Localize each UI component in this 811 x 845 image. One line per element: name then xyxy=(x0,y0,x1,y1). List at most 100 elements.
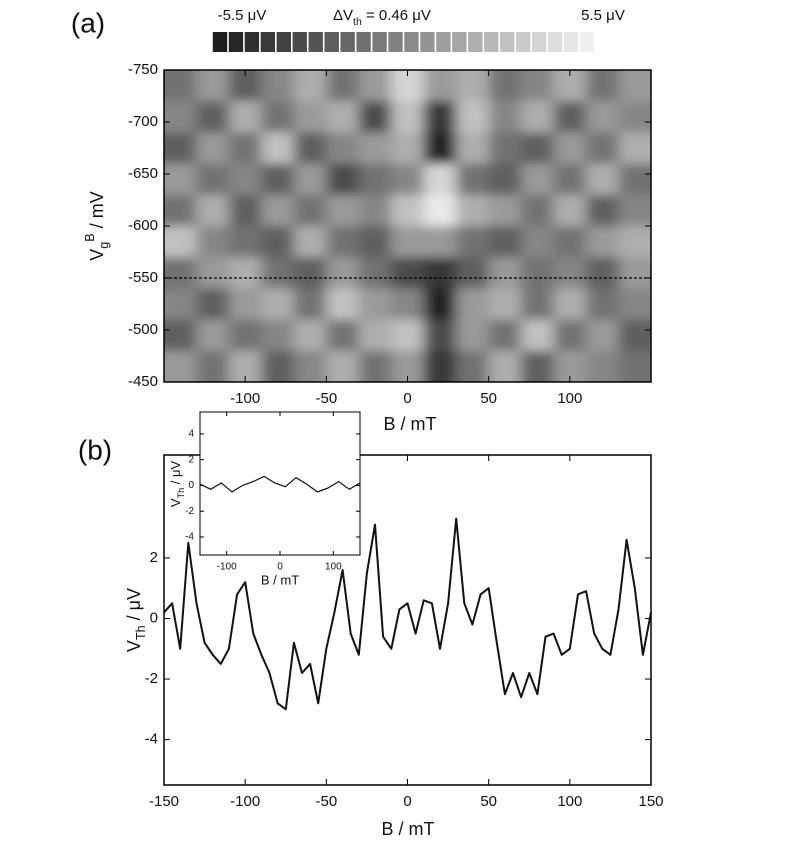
heatmap-cell xyxy=(261,194,295,227)
heatmap-cell xyxy=(358,350,392,382)
heatmap-cell xyxy=(423,350,457,382)
y-axis-label-part: Th xyxy=(176,488,186,499)
heatmap-cell xyxy=(553,319,587,352)
y-axis-label-part: V xyxy=(87,249,107,261)
heatmap-cell xyxy=(261,350,295,382)
colorbar-swatch xyxy=(228,32,244,52)
colorbar-swatch xyxy=(547,32,563,52)
heatmap-cell xyxy=(423,132,457,165)
heatmap-cell xyxy=(196,194,230,227)
heatmap-cell xyxy=(196,101,230,133)
colorbar-swatch xyxy=(260,32,276,52)
heatmap-cell xyxy=(326,132,360,165)
heatmap-cells xyxy=(164,70,651,382)
x-tick-label: 50 xyxy=(480,390,497,407)
heatmap-cell xyxy=(456,288,490,321)
heatmap-cell xyxy=(326,350,360,382)
colorbar-step-label: ΔVth = 0.46 μV xyxy=(333,7,431,28)
y-tick-label: -2 xyxy=(145,670,158,687)
y-tick-label: -500 xyxy=(128,321,158,338)
heatmap-cell xyxy=(164,288,197,321)
panel-label: (a) xyxy=(71,7,105,38)
y-axis-label-part: / μV xyxy=(124,588,144,625)
heatmap-cell xyxy=(164,350,197,382)
data-line xyxy=(163,517,652,711)
heatmap-cell xyxy=(326,319,360,352)
x-axis-label: B / mT xyxy=(384,414,437,434)
y-tick-label: -550 xyxy=(128,269,158,286)
inset-background xyxy=(200,412,360,555)
heatmap-cell xyxy=(391,163,425,196)
y-tick-label: -650 xyxy=(128,165,158,182)
heatmap-cell xyxy=(423,101,457,133)
colorbar-swatch xyxy=(244,32,260,52)
heatmap-cell xyxy=(196,257,230,289)
heatmap-cell xyxy=(488,194,522,227)
heatmap-cell xyxy=(196,70,230,102)
y-axis-label-part: g xyxy=(97,242,111,249)
colorbar-swatch xyxy=(276,32,291,52)
heatmap-cell xyxy=(228,319,262,352)
heatmap-cell xyxy=(586,288,620,321)
colorbar-swatch xyxy=(388,32,403,52)
colorbar-step-label-part: th xyxy=(353,16,362,28)
y-axis-label: VTh / μV xyxy=(168,461,186,508)
heatmap-cell xyxy=(228,194,262,227)
heatmap-cell xyxy=(358,70,392,102)
x-tick-label: 100 xyxy=(557,390,582,407)
x-tick-label: 100 xyxy=(325,562,342,573)
heatmap-cell xyxy=(618,101,651,133)
data-line xyxy=(199,475,361,493)
heatmap-cell xyxy=(618,194,651,227)
colorbar-max-label: 5.5 μV xyxy=(581,7,625,24)
colorbar-swatch xyxy=(531,32,547,52)
heatmap-cell xyxy=(228,350,262,382)
heatmap-cell xyxy=(358,101,392,133)
heatmap-cell xyxy=(228,288,262,321)
heatmap-cell xyxy=(228,226,262,258)
heatmap-cell xyxy=(293,319,327,352)
heatmap-cell xyxy=(521,226,555,258)
y-axis-label: VTh / μV xyxy=(124,588,149,652)
heatmap-cell xyxy=(164,194,197,227)
heatmap-cell xyxy=(423,319,457,352)
colorbar-swatch xyxy=(436,32,451,52)
x-tick-label: 0 xyxy=(277,562,283,573)
heatmap-cell xyxy=(521,194,555,227)
heatmap-cell xyxy=(553,132,587,165)
heatmap-cell xyxy=(456,194,490,227)
heatmap-cell xyxy=(618,226,651,258)
y-axis-label: VgB / mV xyxy=(83,191,111,260)
colorbar-swatch xyxy=(212,32,228,52)
heatmap-cell xyxy=(553,257,587,289)
heatmap-cell xyxy=(521,132,555,165)
heatmap-cell xyxy=(293,163,327,196)
heatmap-cell xyxy=(228,132,262,165)
heatmap-cell xyxy=(326,288,360,321)
heatmap-cell xyxy=(164,70,197,102)
heatmap-cell xyxy=(456,257,490,289)
heatmap-cell xyxy=(196,132,230,165)
x-tick-label: 100 xyxy=(557,793,582,810)
y-axis-label-part: B xyxy=(83,233,97,241)
heatmap-cell xyxy=(164,319,197,352)
heatmap-cell xyxy=(228,101,262,133)
heatmap-cell xyxy=(261,319,295,352)
heatmap-cell xyxy=(488,288,522,321)
x-tick-label: 0 xyxy=(403,390,411,407)
heatmap-cell xyxy=(586,319,620,352)
colorbar-swatch xyxy=(579,32,595,52)
heatmap-cell xyxy=(228,257,262,289)
heatmap-cell xyxy=(586,132,620,165)
heatmap-cell xyxy=(586,350,620,382)
heatmap-cell xyxy=(586,226,620,258)
heatmap-cell xyxy=(618,163,651,196)
x-tick-label: -50 xyxy=(315,390,337,407)
colorbar-swatch xyxy=(484,32,499,52)
heatmap-cell xyxy=(423,257,457,289)
heatmap-cell xyxy=(521,350,555,382)
heatmap-cell xyxy=(293,288,327,321)
x-tick-label: -150 xyxy=(149,793,179,810)
heatmap-cell xyxy=(553,350,587,382)
y-tick-label: 2 xyxy=(188,454,194,465)
